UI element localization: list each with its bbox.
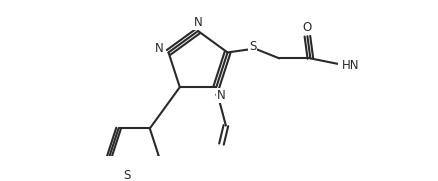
Text: S: S xyxy=(249,40,256,53)
Text: O: O xyxy=(303,21,312,34)
Text: N: N xyxy=(217,89,226,102)
Text: N: N xyxy=(194,16,202,29)
Text: S: S xyxy=(123,169,131,181)
Text: N: N xyxy=(155,42,163,55)
Text: HN: HN xyxy=(342,59,360,72)
